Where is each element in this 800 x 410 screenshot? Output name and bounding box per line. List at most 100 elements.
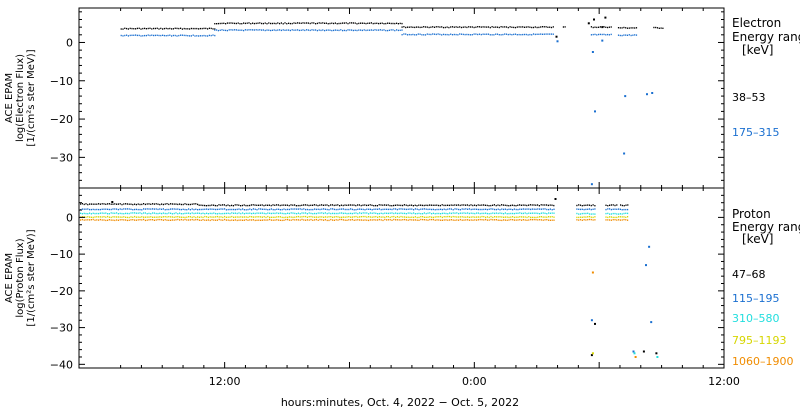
proton-data-point: [578, 216, 580, 219]
electron-data-point: [432, 26, 434, 28]
proton-data-point: [432, 212, 434, 214]
proton-data-point: [258, 212, 260, 214]
proton-data-point: [240, 205, 242, 207]
proton-data-point: [278, 219, 280, 221]
proton-data-point: [279, 219, 281, 221]
electron-data-point: [169, 27, 171, 30]
proton-data-point: [182, 208, 184, 210]
electron-data-point: [369, 29, 371, 31]
proton-data-point: [281, 204, 283, 206]
electron-data-point: [451, 34, 454, 36]
proton-data-point: [112, 203, 114, 205]
electron-data-point: [205, 27, 207, 30]
proton-data-point: [590, 218, 592, 221]
proton-data-point: [206, 212, 208, 214]
electron-data-point: [414, 26, 416, 29]
electron-data-point: [307, 22, 309, 24]
proton-data-point: [549, 204, 551, 206]
proton-data-point: [107, 203, 109, 205]
electron-data-point: [167, 34, 169, 37]
electron-data-point: [545, 33, 547, 35]
electron-data-point: [165, 35, 167, 37]
proton-data-point: [546, 213, 548, 215]
electron-data-point: [487, 33, 490, 35]
proton-data-point: [306, 219, 308, 221]
electron-data-point: [511, 34, 513, 36]
proton-data-point: [166, 219, 168, 221]
proton-data-point: [364, 209, 366, 211]
electron-data-point: [525, 33, 527, 36]
proton-data-point: [108, 213, 110, 215]
electron-data-point: [401, 26, 403, 28]
electron-data-point: [656, 27, 659, 29]
proton-data-point: [479, 212, 481, 215]
proton-data-point: [351, 208, 353, 211]
electron-data-point: [284, 29, 286, 31]
proton-data-point: [224, 218, 226, 221]
proton-data-point: [225, 219, 227, 221]
electron-data-point: [505, 26, 508, 28]
electron-data-point: [477, 33, 479, 36]
proton-data-point: [141, 212, 143, 215]
proton-data-point: [188, 219, 190, 221]
proton-data-point: [594, 213, 596, 215]
proton-data-point: [400, 204, 402, 207]
proton-data-point: [467, 212, 469, 214]
proton-data-point: [270, 219, 272, 221]
proton-data-point: [191, 216, 193, 218]
proton-data-point: [382, 212, 384, 215]
electron-data-point: [473, 33, 475, 35]
proton-data-point: [186, 203, 188, 206]
proton-data-point: [449, 219, 451, 221]
electron-data-point: [331, 29, 333, 32]
proton-data-point: [404, 208, 406, 210]
electron-data-point: [363, 22, 365, 24]
proton-data-point: [348, 219, 350, 221]
proton-data-point: [576, 208, 578, 210]
electron-data-point: [424, 34, 427, 36]
proton-data-point: [321, 219, 323, 221]
proton-data-point: [245, 209, 247, 211]
electron-data-point: [590, 34, 592, 36]
electron-data-point: [343, 29, 345, 32]
proton-data-point: [173, 203, 175, 205]
electron-data-point: [131, 27, 133, 30]
proton-data-point: [526, 204, 528, 207]
proton-data-point: [411, 219, 413, 221]
electron-data-point: [322, 29, 324, 31]
proton-data-point: [431, 208, 433, 211]
proton-data-point: [110, 216, 112, 219]
proton-data-point: [627, 204, 629, 206]
proton-data-point: [198, 204, 200, 206]
proton-data-point: [285, 213, 287, 215]
proton-y-axis-title-line1: ACE EPAM: [4, 253, 15, 303]
proton-flux-series: [80, 198, 659, 358]
proton-data-point: [495, 216, 497, 218]
proton-data-point: [485, 212, 487, 214]
proton-data-point: [389, 208, 391, 210]
proton-data-point: [423, 212, 425, 214]
electron-data-point: [378, 29, 380, 31]
electron-data-point: [300, 29, 302, 31]
proton-data-point: [539, 216, 541, 218]
electron-data-point: [342, 29, 344, 32]
proton-data-point: [470, 208, 472, 211]
proton-data-point: [578, 219, 580, 221]
proton-data-point: [511, 204, 513, 206]
proton-data-point: [193, 212, 195, 215]
proton-data-point: [420, 208, 422, 210]
proton-data-point: [270, 212, 272, 215]
electron-data-point: [172, 28, 174, 30]
proton-data-point: [159, 212, 161, 214]
electron-data-point: [171, 28, 173, 30]
electron-data-point: [140, 35, 142, 37]
electron-data-point: [151, 34, 153, 36]
proton-data-point: [225, 216, 227, 218]
proton-data-point: [207, 219, 209, 221]
proton-legend-entry: 310–580: [732, 312, 780, 325]
proton-data-point: [355, 219, 357, 221]
proton-data-point: [222, 219, 224, 221]
proton-data-point: [256, 216, 258, 218]
proton-data-point: [539, 213, 541, 215]
electron-data-point: [453, 33, 455, 36]
